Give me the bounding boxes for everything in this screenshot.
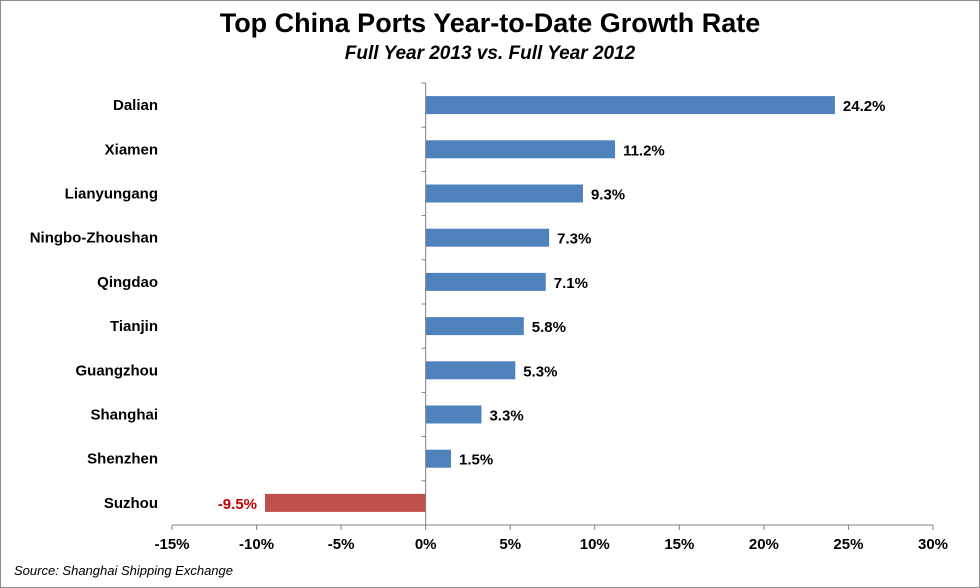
chart-subtitle: Full Year 2013 vs. Full Year 2012 (344, 43, 636, 64)
bar-suzhou (265, 493, 426, 512)
bar-dalian (425, 96, 835, 115)
x-tick-label: -15% (154, 536, 189, 553)
bar-lianyungang (425, 184, 583, 203)
category-label: Tianjin (110, 318, 158, 335)
data-label: 1.5% (459, 452, 493, 469)
bar-guangzhou (425, 361, 516, 380)
data-label: 5.8% (532, 319, 566, 336)
bar-shenzhen (425, 449, 452, 468)
bar-ningbo-zhoushan (425, 228, 550, 247)
x-tick-label: 0% (415, 536, 437, 553)
category-label: Qingdao (97, 274, 158, 291)
category-label: Dalian (113, 97, 158, 114)
source-note: Source: Shanghai Shipping Exchange (14, 563, 233, 578)
bar-xiamen (425, 140, 616, 159)
data-label: 5.3% (523, 363, 557, 380)
category-label: Suzhou (104, 495, 158, 512)
bar-qingdao (425, 272, 546, 291)
x-tick-label: -5% (328, 536, 355, 553)
x-tick-label: 15% (664, 536, 694, 553)
category-label: Guangzhou (76, 362, 159, 379)
data-label: 3.3% (489, 408, 523, 425)
data-label: -9.5% (218, 496, 257, 513)
data-label: 9.3% (591, 187, 625, 204)
labels-group: Dalian 24.2% Xiamen 11.2% Lianyungang 9.3% Nin… (30, 97, 886, 513)
category-label: Shanghai (90, 407, 158, 424)
x-tick-label: 25% (833, 536, 863, 553)
x-tick-label: 10% (580, 536, 610, 553)
chart-title: Top China Ports Year-to-Date Growth Rate (219, 8, 761, 38)
x-tick-label: -10% (239, 536, 274, 553)
x-tick-label: 20% (749, 536, 779, 553)
data-label: 24.2% (843, 98, 886, 115)
x-tick-label: 30% (918, 536, 948, 553)
category-label: Xiamen (105, 141, 158, 158)
bar-shanghai (425, 405, 482, 424)
data-label: 7.1% (554, 275, 588, 292)
category-label: Shenzhen (87, 451, 158, 468)
data-label: 7.3% (557, 231, 591, 248)
category-label: Lianyungang (65, 186, 158, 203)
bars-group (265, 96, 835, 512)
category-label: Ningbo-Zhoushan (30, 230, 158, 247)
x-tick-label: 5% (499, 536, 521, 553)
axes-group: -15% -10% -5% 0% 5% 10% 15% 20% 25% 30% (154, 82, 948, 553)
data-label: 11.2% (623, 142, 665, 159)
bar-tianjin (425, 317, 524, 336)
